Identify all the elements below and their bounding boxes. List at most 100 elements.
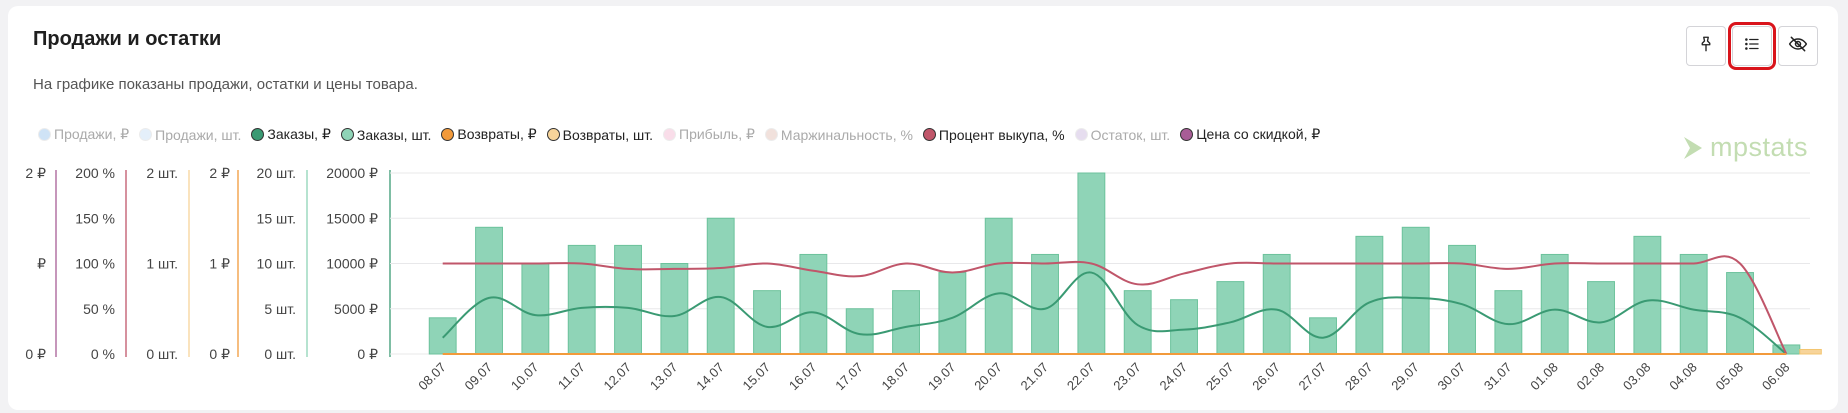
legend-label: Продажи, шт. <box>155 126 242 143</box>
y-tick-label: 15000 ₽ <box>326 210 378 226</box>
x-tick-label: 30.07 <box>1435 360 1469 394</box>
y-tick-label: 2 ₽ <box>209 165 230 181</box>
legend-marker <box>340 128 354 141</box>
hide-button[interactable] <box>1778 26 1818 66</box>
x-tick-label: 20.07 <box>971 360 1005 394</box>
legend-label: Прибыль, ₽ <box>679 126 755 142</box>
bar <box>1401 226 1430 355</box>
bar <box>475 226 503 355</box>
y-tick-label: 2 ₽ <box>25 165 46 181</box>
y-tick-label: 5000 ₽ <box>334 301 378 317</box>
series-line <box>442 255 1788 355</box>
bar <box>1633 235 1662 355</box>
pin-button[interactable] <box>1686 26 1726 66</box>
legend-item[interactable]: Заказы, ₽ <box>251 126 331 143</box>
y-tick-label: 200 % <box>75 165 115 181</box>
x-tick-label: 16.07 <box>786 360 820 394</box>
legend-item[interactable]: Возвраты, шт. <box>546 126 653 143</box>
legend-marker <box>1074 128 1088 141</box>
legend-item[interactable]: Остаток, шт. <box>1074 126 1171 143</box>
x-tick-label: 01.08 <box>1527 360 1561 394</box>
y-tick-label: 2 шт. <box>146 165 178 181</box>
x-tick-label: 09.07 <box>462 360 496 394</box>
y-tick-label: 5 шт. <box>264 301 296 317</box>
legend-item[interactable]: Маржинальность, % <box>764 127 913 143</box>
y-tick-label: 0 ₽ <box>357 346 378 362</box>
x-tick-label: 22.07 <box>1064 360 1098 394</box>
list-button[interactable] <box>1728 22 1776 70</box>
logo-text: mpstats <box>1709 132 1808 162</box>
mpstats-logo-icon <box>1683 136 1702 159</box>
legend-label: Процент выкупа, % <box>938 126 1065 143</box>
pin-icon <box>1697 35 1715 58</box>
y-tick-label: 100 % <box>75 256 115 272</box>
bar <box>660 263 689 355</box>
legend-item[interactable]: Цена со скидкой, ₽ <box>1180 126 1320 143</box>
x-tick-label: 29.07 <box>1388 360 1422 394</box>
bar <box>567 244 596 355</box>
bar <box>428 317 457 355</box>
eye-off-icon <box>1788 34 1808 59</box>
x-tick-label: 03.08 <box>1620 360 1654 394</box>
y-tick-label: 50 % <box>83 301 115 317</box>
x-tick-label: 25.07 <box>1203 360 1237 394</box>
x-tick-label: 31.07 <box>1481 360 1515 394</box>
x-tick-label: 02.08 <box>1574 360 1608 394</box>
legend-label: Возвраты, шт. <box>562 126 653 143</box>
x-tick-label: 12.07 <box>601 360 635 394</box>
bar <box>1355 235 1384 355</box>
list-icon <box>1743 35 1761 58</box>
x-tick-label: 04.08 <box>1666 360 1700 394</box>
bar <box>1123 290 1152 355</box>
legend-item[interactable]: Прибыль, ₽ <box>663 126 755 143</box>
bar <box>521 263 550 355</box>
legend-marker <box>139 128 153 141</box>
legend-item[interactable]: Продажи, шт. <box>139 127 241 143</box>
y-tick-label: 10 шт. <box>257 256 296 272</box>
sales-stock-card: Продажи и остатки На графике показаны пр… <box>8 6 1838 410</box>
bar <box>706 217 735 355</box>
y-tick-label: 1 ₽ <box>209 256 230 272</box>
x-tick-label: 23.07 <box>1110 360 1144 394</box>
y-tick-label: 0 ₽ <box>25 346 46 362</box>
y-tick-label: ₽ <box>37 256 46 272</box>
legend-label: Заказы, ₽ <box>267 126 331 142</box>
y-tick-label: 0 ₽ <box>209 346 230 362</box>
legend-marker <box>546 128 560 141</box>
x-tick-label: 27.07 <box>1296 360 1330 394</box>
legend-marker <box>764 128 778 141</box>
legend-marker <box>441 128 455 141</box>
y-tick-label: 10000 ₽ <box>326 256 378 272</box>
legend-label: Цена со скидкой, ₽ <box>1196 126 1321 142</box>
legend-label: Продажи, ₽ <box>54 126 130 142</box>
bar <box>1170 299 1198 355</box>
x-tick-label: 24.07 <box>1157 360 1191 394</box>
bar <box>1799 348 1822 355</box>
y-tick-label: 20000 ₽ <box>326 165 378 181</box>
legend-marker <box>922 128 936 141</box>
legend-item[interactable]: Продажи, ₽ <box>38 126 129 143</box>
bar <box>1587 281 1615 355</box>
y-tick-label: 150 % <box>75 210 115 226</box>
x-tick-label: 14.07 <box>693 360 727 394</box>
x-tick-label: 11.07 <box>555 360 588 393</box>
y-tick-label: 0 шт. <box>264 346 296 362</box>
y-tick-label: 20 шт. <box>257 165 296 181</box>
legend-marker <box>38 128 51 141</box>
legend-item[interactable]: Возвраты, ₽ <box>441 126 537 143</box>
x-tick-label: 06.08 <box>1759 360 1793 394</box>
legend-label: Остаток, шт. <box>1090 126 1171 143</box>
mpstats-logo: mpstats <box>1682 132 1808 163</box>
legend-item[interactable]: Заказы, шт. <box>340 127 431 143</box>
y-tick-label: 1 шт. <box>146 256 178 272</box>
y-tick-label: 0 % <box>91 346 115 362</box>
legend-label: Возвраты, ₽ <box>457 126 537 142</box>
legend-item[interactable]: Процент выкупа, % <box>922 126 1065 143</box>
x-tick-label: 10.07 <box>508 360 542 394</box>
y-tick-label: 0 шт. <box>146 346 178 362</box>
x-tick-label: 19.07 <box>925 360 959 394</box>
page-title: Продажи и остатки <box>33 28 222 50</box>
legend-marker <box>251 128 265 141</box>
bar <box>1448 244 1476 355</box>
